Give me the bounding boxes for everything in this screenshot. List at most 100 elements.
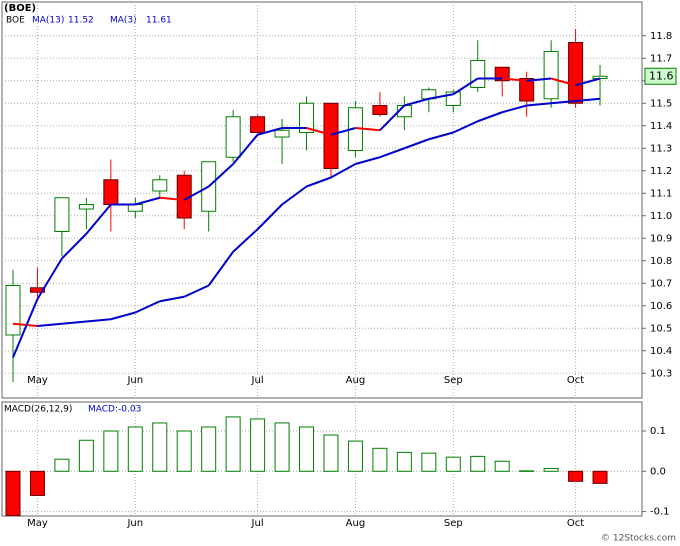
ma-line bbox=[330, 163, 356, 179]
candle-body bbox=[543, 51, 559, 100]
ma-line bbox=[330, 127, 356, 136]
candle-body bbox=[494, 66, 510, 82]
chart-title: (BOE) bbox=[4, 3, 36, 14]
y-tick-label: 10.6 bbox=[650, 301, 672, 312]
ma-line bbox=[550, 77, 576, 87]
ma-line bbox=[86, 318, 111, 323]
macd-legend: MACD:-0.03 bbox=[88, 405, 141, 415]
ma-line bbox=[183, 185, 210, 201]
ma-line bbox=[404, 138, 430, 150]
macd-title: MACD(26,12,9) bbox=[4, 405, 72, 415]
y-tick-label: 11.5 bbox=[650, 98, 672, 109]
y-tick-label: 10.7 bbox=[650, 278, 672, 289]
ma-line bbox=[379, 104, 406, 131]
y-tick-label: 10.3 bbox=[650, 368, 672, 379]
macd-bar bbox=[78, 439, 94, 472]
candle-body bbox=[568, 42, 584, 104]
candle-body bbox=[592, 75, 608, 79]
x-tick-label: Sep bbox=[444, 518, 463, 529]
candle-body bbox=[152, 179, 168, 192]
x-tick-label: Jun bbox=[126, 375, 143, 386]
candle-body bbox=[519, 78, 535, 102]
macd-bar bbox=[201, 426, 217, 472]
legend-entry: MA(13) bbox=[32, 16, 64, 26]
macd-bar bbox=[372, 447, 388, 472]
macd-bar bbox=[323, 434, 339, 472]
x-tick-label: Jul bbox=[251, 518, 264, 529]
x-tick-label: Oct bbox=[567, 375, 584, 386]
macd-bar bbox=[274, 422, 290, 472]
ma-line bbox=[306, 127, 332, 136]
ma-line bbox=[208, 163, 234, 188]
y-tick-label: 11.1 bbox=[650, 188, 672, 199]
y-tick-label: 11.8 bbox=[650, 31, 672, 42]
ma-line bbox=[526, 77, 552, 82]
ma-line bbox=[306, 176, 332, 188]
candle-body bbox=[5, 285, 21, 336]
macd-bar bbox=[225, 416, 241, 472]
macd-bar bbox=[347, 440, 363, 472]
x-tick-label: Sep bbox=[444, 375, 463, 386]
macd-bar bbox=[29, 470, 45, 496]
ma-line bbox=[159, 196, 185, 201]
candle-body bbox=[470, 60, 486, 88]
y-tick-label: 0.1 bbox=[650, 426, 666, 437]
macd-bar bbox=[103, 430, 119, 472]
ma-line bbox=[36, 257, 63, 300]
x-tick-label: May bbox=[27, 518, 48, 529]
candle-body bbox=[127, 204, 143, 212]
macd-panel bbox=[1, 401, 643, 517]
ma-line bbox=[428, 93, 454, 100]
ma-line bbox=[551, 100, 576, 105]
legend-value: 11.52 bbox=[68, 16, 94, 26]
ma-line bbox=[379, 147, 405, 159]
candle-body bbox=[103, 179, 119, 205]
candle-body bbox=[372, 105, 388, 115]
last-price-box bbox=[644, 67, 677, 85]
candle-body bbox=[250, 116, 266, 133]
x-tick-label: Jul bbox=[251, 375, 264, 386]
ma-line bbox=[452, 77, 479, 96]
y-tick-label: 11.7 bbox=[650, 53, 672, 64]
ma-line bbox=[159, 295, 185, 303]
ma-line bbox=[183, 284, 210, 298]
y-tick-label: 10.8 bbox=[650, 256, 672, 267]
macd-bar bbox=[396, 451, 412, 472]
ma-line bbox=[256, 203, 283, 230]
y-tick-label: 11.2 bbox=[650, 166, 672, 177]
y-tick-label: 10.5 bbox=[650, 323, 672, 334]
macd-bar bbox=[543, 467, 559, 472]
candle-body bbox=[29, 287, 45, 293]
ma-line bbox=[452, 120, 479, 134]
ma-line bbox=[404, 97, 430, 107]
macd-bar bbox=[421, 452, 437, 472]
ma-line bbox=[85, 203, 112, 235]
ma-line bbox=[355, 127, 380, 132]
ma-line bbox=[428, 131, 454, 141]
ma-line bbox=[12, 298, 39, 358]
macd-bar bbox=[54, 458, 70, 472]
macd-bar bbox=[470, 455, 486, 472]
candle-body bbox=[323, 102, 339, 169]
ma-line bbox=[207, 251, 234, 287]
y-tick-label: 10.4 bbox=[650, 346, 672, 357]
ma-line bbox=[526, 102, 552, 107]
ma-line bbox=[257, 127, 283, 136]
last-price-label: 11.6 bbox=[649, 69, 674, 82]
ma-line bbox=[232, 228, 259, 253]
macd-bar bbox=[250, 418, 266, 472]
ma-line bbox=[135, 196, 161, 206]
candle-body bbox=[274, 129, 290, 138]
candle-body bbox=[54, 197, 70, 232]
ma-line bbox=[575, 77, 601, 87]
ma-line bbox=[501, 104, 527, 114]
legend-value: 11.61 bbox=[146, 16, 172, 26]
ma-line bbox=[232, 134, 259, 165]
y-tick-label: 11.3 bbox=[650, 143, 672, 154]
x-tick-label: Oct bbox=[567, 518, 584, 529]
y-tick-label: 11.0 bbox=[650, 211, 672, 222]
y-tick-label: 11.4 bbox=[650, 121, 672, 132]
ma-line bbox=[134, 300, 161, 314]
